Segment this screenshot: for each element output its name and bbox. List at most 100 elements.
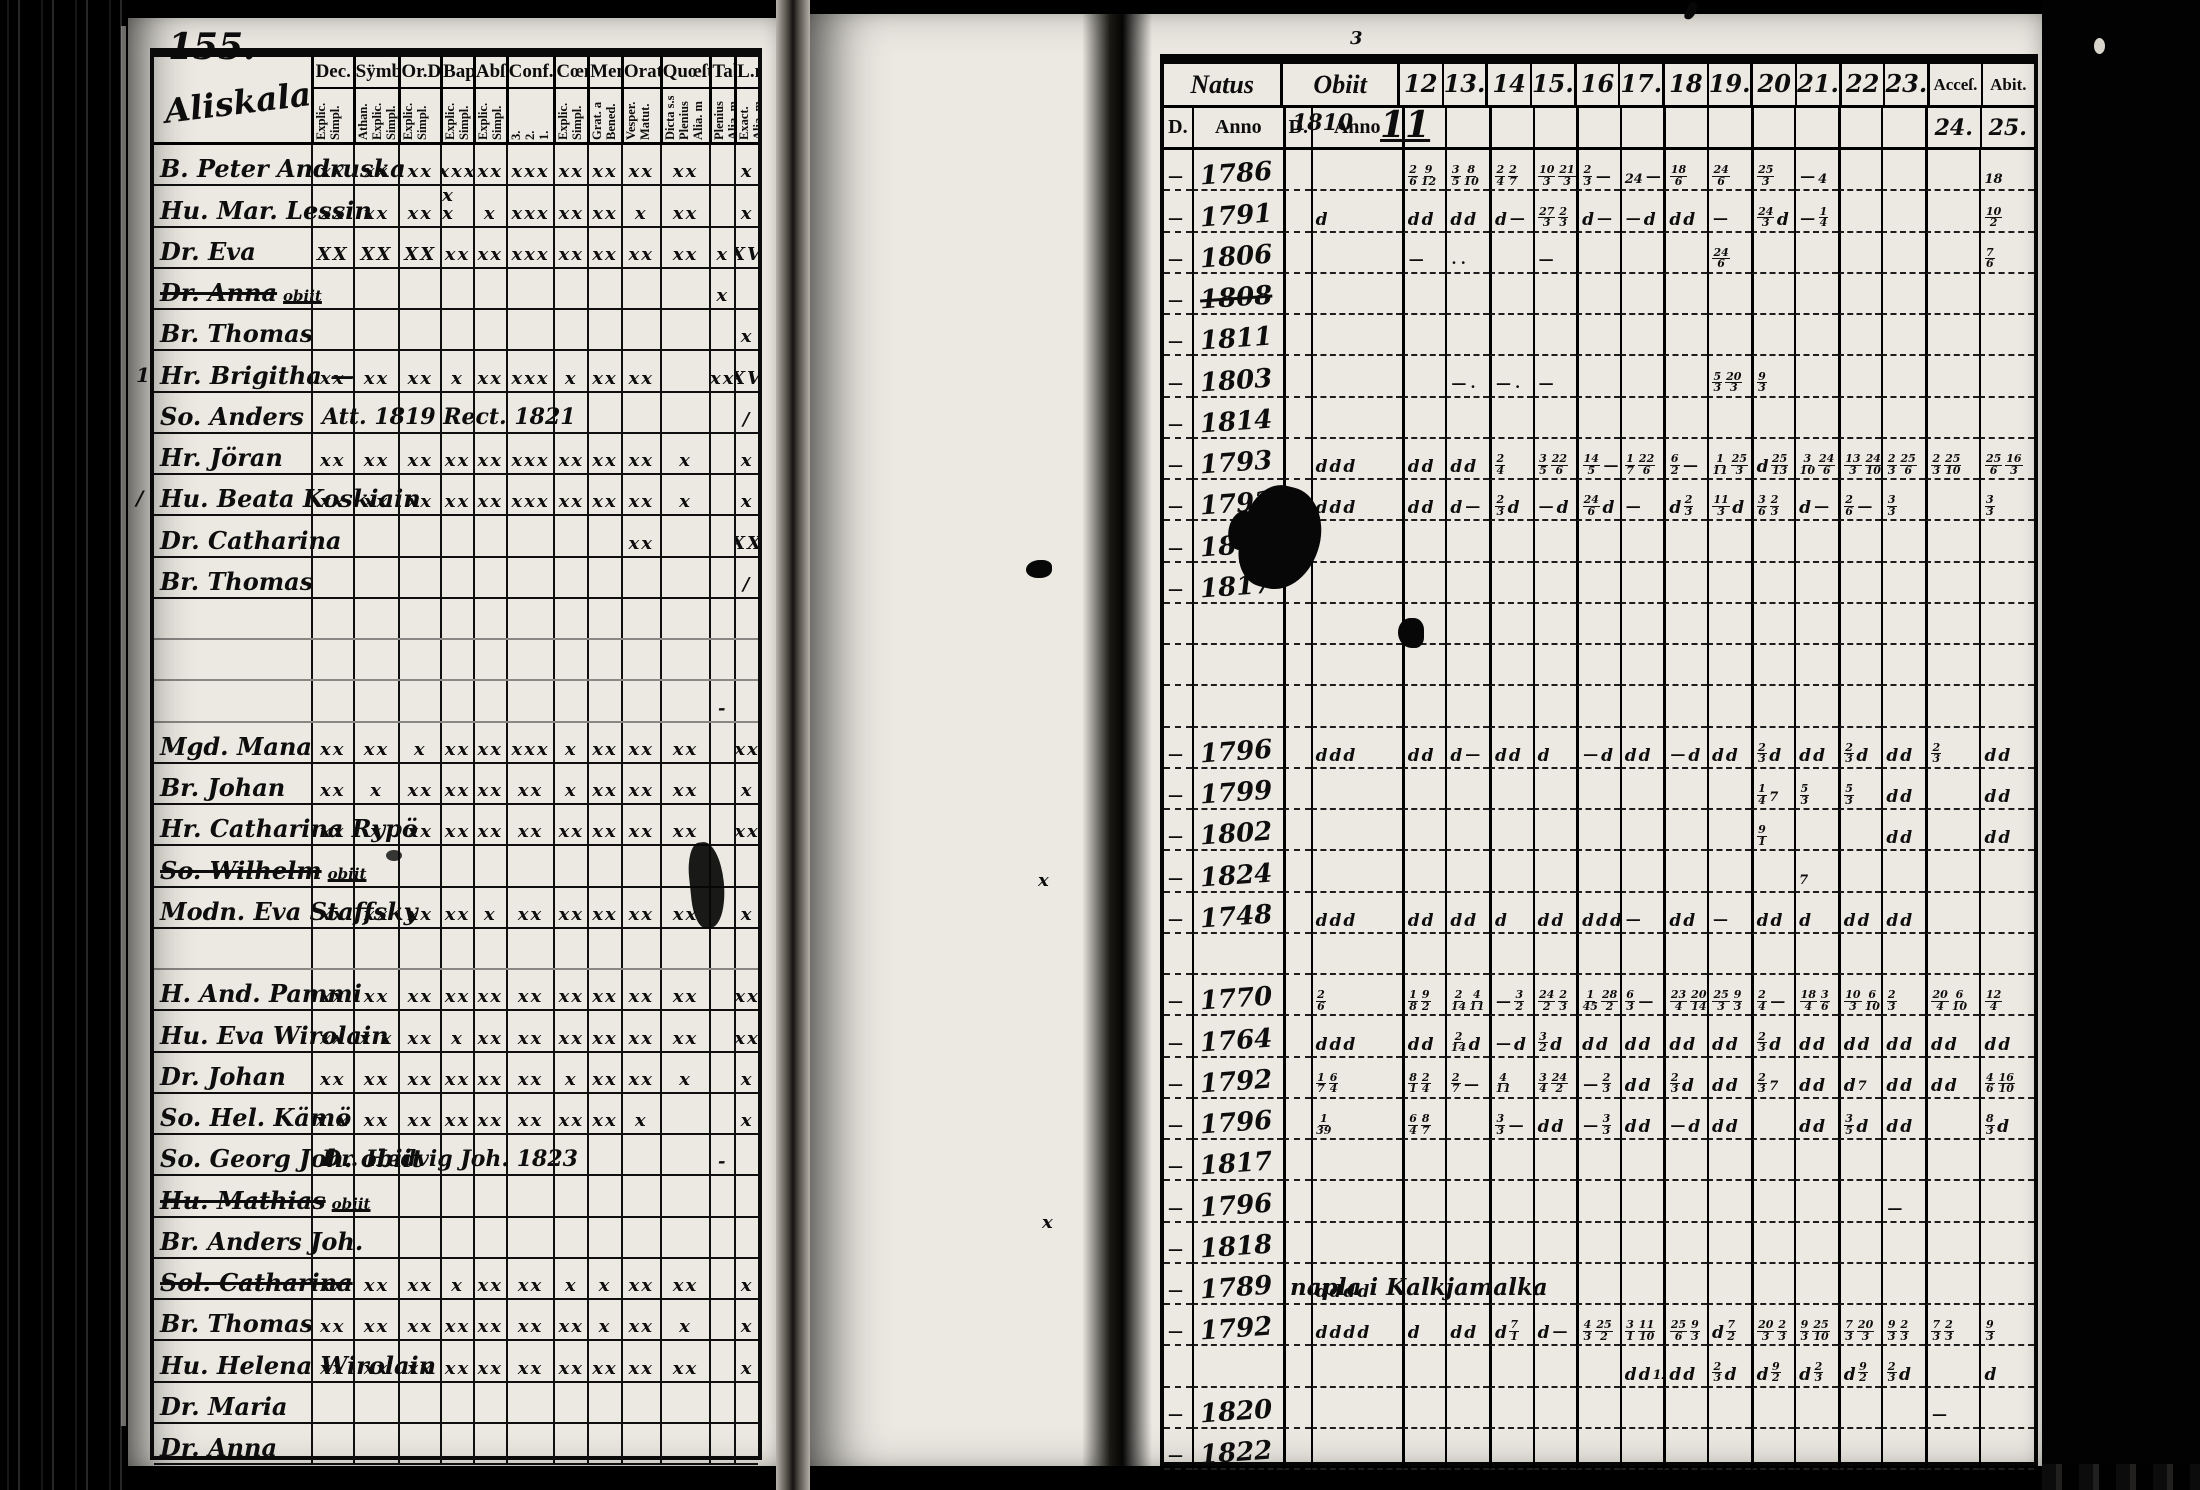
abiit-cell — [1979, 315, 2034, 357]
mark-cell — [620, 557, 660, 597]
mark-cell: xx — [398, 887, 440, 927]
year-mark-cell — [1706, 810, 1751, 852]
communion-d-mark: d — [1343, 1282, 1356, 1302]
natus-year: 1796 — [1198, 1105, 1274, 1140]
obiit-note: obiit — [327, 864, 367, 883]
name-cell — [154, 929, 311, 968]
column-label: Abſ. — [475, 57, 506, 89]
year-mark-cell — [1619, 562, 1664, 604]
abiit-cell — [1979, 1428, 2034, 1470]
mark-cell — [587, 846, 621, 886]
mark-cell — [587, 681, 621, 721]
mark-cell: xx — [620, 475, 660, 515]
year-mark-cell — [1663, 1222, 1707, 1264]
abiit-cell — [1979, 273, 2034, 315]
year-mark-cell: 4 3 25 2 — [1576, 1305, 1620, 1347]
year-mark-cell — [1837, 810, 1882, 852]
mark-cell: xx — [398, 763, 440, 803]
year-mark-cell — [1488, 603, 1533, 645]
paper-speck — [2094, 38, 2105, 54]
communion-d-mark: d — [1900, 745, 1913, 766]
year-mark-cell — [1619, 645, 1664, 687]
right-register-table: Natus Obiit 12 13. 14 15. 16 17. 18 19. 20 21. 22 2… — [1160, 54, 2038, 1470]
year-mark-cell — [1750, 232, 1795, 274]
communion-d-mark: d — [1450, 498, 1463, 519]
mark-cell: xx — [352, 1093, 399, 1133]
dash-mark: — — [1683, 456, 1699, 474]
natus-day-cell: — — [1164, 439, 1192, 480]
mark-cell: x x — [310, 1093, 353, 1133]
year-mark-cell — [1619, 521, 1664, 563]
year-label: 23. — [1883, 64, 1927, 105]
communion-d-mark: d — [1624, 745, 1637, 766]
mark-cell: x — [734, 433, 758, 473]
name-cell: Br. Thomas — [154, 1300, 313, 1339]
obiit-year-cell — [1310, 356, 1402, 398]
register-row: —1818 — [1164, 1222, 2034, 1264]
register-row: —1822 — [1164, 1428, 2034, 1470]
register-row: —1806—.. —24 6 7 6 — [1164, 232, 2034, 274]
abiit-cell: d — [1979, 1346, 2034, 1388]
dash-mark: — — [1168, 1239, 1183, 1258]
fraction-mark: 25 6 — [1899, 452, 1917, 477]
fraction-mark: 2 14 — [1450, 1029, 1467, 1055]
abiit-cell — [1979, 1181, 2034, 1223]
acces-cell — [1924, 645, 1980, 687]
mark-cell: xx — [310, 1341, 353, 1381]
mark-cell — [709, 1423, 734, 1463]
communion-d-mark: d — [1494, 1323, 1507, 1344]
register-row: —1786 2 6 9 12 3 5 8 10 2 4 2 7 10 3 21 3 2 3—24—18 6 24 6 25 3… — [1164, 150, 2034, 192]
year-mark-cell — [1576, 1346, 1620, 1388]
abiit-cell — [1979, 1263, 2034, 1305]
row-annotation: napla i Kalkjamalka — [1290, 1274, 1548, 1301]
communion-d-mark: d — [1315, 910, 1328, 931]
abiit-cell: 10 2 — [1979, 191, 2034, 233]
communion-d-mark: d — [1724, 1364, 1737, 1385]
year-mark-cell: 18 4 3 6 — [1794, 975, 1838, 1017]
fraction-mark: 23 4 — [1669, 988, 1688, 1013]
communion-d-mark: d — [1407, 1034, 1420, 1055]
year-mark-cell — [1619, 933, 1664, 975]
year-mark-cell — [1881, 1222, 1925, 1264]
year-mark-cell: — — [1881, 1181, 1925, 1223]
year-mark-cell — [1837, 356, 1882, 398]
year-mark-cell — [1488, 686, 1533, 728]
acces-cell — [1924, 1140, 1980, 1182]
mark-cell: xx — [472, 1011, 506, 1051]
mark-cell: xx — [352, 887, 399, 927]
obiit-year-cell: d — [1310, 191, 1402, 233]
year-mark-cell — [1445, 1098, 1489, 1140]
column-label: Cœn.D — [556, 57, 588, 89]
register-row: —1791 d d d d d d —27 3 2 3 d — — d d d —24 3 d —1 4 10 2 — [1164, 191, 2034, 233]
mark-cell — [620, 598, 660, 638]
year-mark-cell — [1619, 768, 1664, 810]
mark-cell: xx — [734, 722, 758, 762]
year-mark-cell — [1488, 562, 1533, 604]
year-mark-cell: 11 3 d — [1706, 480, 1751, 522]
year-mark-cell — [1750, 1222, 1795, 1264]
dash-mark: — — [1168, 1281, 1183, 1299]
communion-d-mark: d — [1899, 1364, 1911, 1385]
communion-d-mark: d — [1582, 910, 1595, 931]
communion-d-mark: d — [1329, 1323, 1342, 1344]
year-mark-cell: ddd — [1576, 892, 1620, 934]
mark-cell: x — [440, 1258, 473, 1298]
mark-cell: xx — [587, 433, 621, 473]
year-mark-cell — [1663, 232, 1707, 274]
year-mark-cell — [1532, 603, 1577, 645]
abiit-cell — [1979, 892, 2034, 934]
dash-mark: — — [1583, 744, 1599, 763]
mark-cell — [620, 846, 660, 886]
natus-day-cell: — — [1164, 893, 1192, 934]
